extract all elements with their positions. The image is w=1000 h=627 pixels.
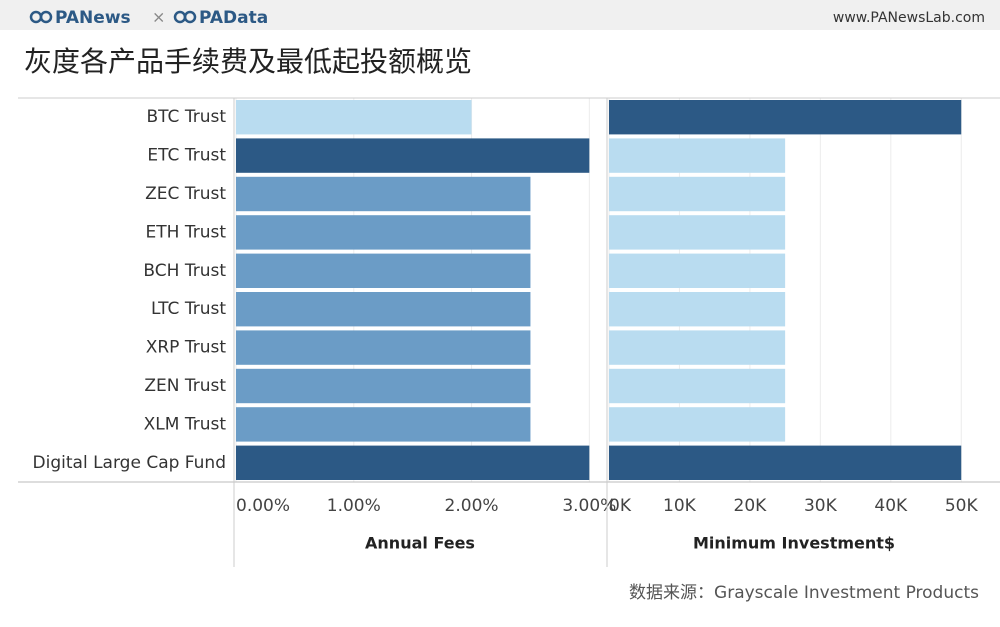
title: 灰度各产品手续费及最低起投额概览 — [24, 45, 472, 78]
logo-icon — [39, 10, 53, 24]
x-tick-label: 0K — [609, 496, 632, 516]
bar — [236, 215, 531, 250]
bar — [236, 330, 531, 365]
separator: × — [152, 8, 165, 27]
bar — [236, 292, 531, 327]
source: 数据来源：Grayscale Investment Products — [629, 583, 979, 603]
x-tick-label: 3.00% — [562, 496, 616, 516]
bar — [236, 253, 531, 288]
bar — [236, 445, 590, 480]
x-tick-label: 30K — [804, 496, 838, 516]
bar — [609, 138, 786, 173]
bar — [609, 100, 962, 135]
bar — [236, 368, 531, 404]
bar — [609, 330, 786, 365]
bar — [609, 215, 786, 250]
x-tick-label: 20K — [734, 496, 768, 516]
bar — [236, 407, 531, 442]
category-label: ZEN Trust — [144, 376, 226, 396]
x-tick-label: 50K — [945, 496, 979, 516]
category-label: XRP Trust — [146, 338, 227, 358]
x-tick-label: 10K — [663, 496, 697, 516]
url: www.PANewsLab.com — [833, 10, 985, 26]
category-label: BTC Trust — [147, 107, 227, 127]
category-label: ETC Trust — [147, 146, 226, 166]
x-tick-label: 2.00% — [445, 496, 499, 516]
axis-title: Minimum Investment$ — [693, 534, 895, 553]
logo-icon — [183, 10, 197, 24]
category-label: LTC Trust — [151, 299, 226, 319]
bar — [236, 176, 531, 212]
category-label: Digital Large Cap Fund — [33, 453, 226, 473]
brand: PAData — [199, 8, 268, 28]
bar — [236, 138, 590, 173]
bar — [236, 100, 472, 135]
bar — [609, 253, 786, 288]
x-tick-label: 1.00% — [327, 496, 381, 516]
bar — [609, 176, 786, 212]
category-label: BCH Trust — [143, 261, 226, 281]
category-label: XLM Trust — [144, 414, 227, 434]
bar — [609, 445, 962, 480]
header-bar — [0, 0, 1000, 30]
axis-title: Annual Fees — [365, 534, 475, 553]
bar — [609, 292, 786, 327]
bar — [609, 368, 786, 404]
x-tick-label: 40K — [874, 496, 908, 516]
x-tick-label: 0.00% — [236, 496, 290, 516]
brand: PANews — [55, 8, 131, 28]
category-label: ZEC Trust — [145, 184, 226, 204]
bar — [609, 407, 786, 442]
category-label: ETH Trust — [146, 222, 227, 242]
